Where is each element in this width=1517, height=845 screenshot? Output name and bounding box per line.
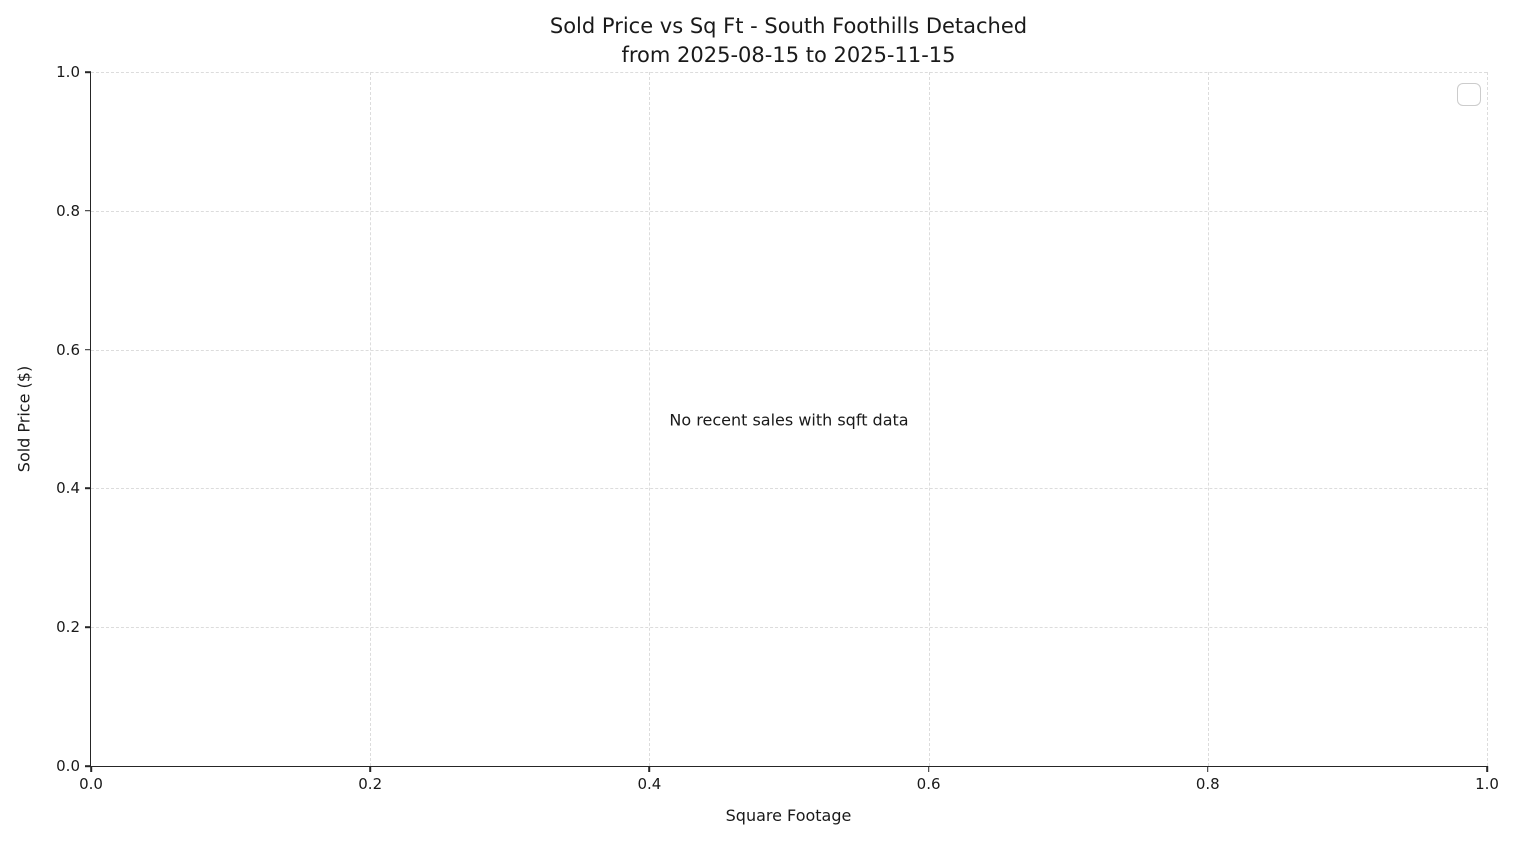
y-tick-mark: [85, 71, 91, 73]
gridline-horizontal: [91, 488, 1487, 490]
no-data-annotation: No recent sales with sqft data: [669, 410, 909, 430]
y-tick-mark: [85, 210, 91, 212]
gridline-vertical: [370, 72, 372, 766]
chart-title: Sold Price vs Sq Ft - South Foothills De…: [90, 12, 1487, 70]
x-tick-label: 1.0: [1475, 775, 1499, 793]
y-tick-label: 0.0: [56, 757, 80, 775]
x-tick-label: 0.2: [358, 775, 383, 793]
x-tick-mark: [369, 766, 371, 772]
gridline-vertical: [649, 72, 651, 766]
y-tick-mark: [85, 765, 91, 767]
x-tick-mark: [90, 766, 92, 772]
gridline-horizontal: [91, 210, 1487, 212]
x-tick-label: 0.8: [1195, 775, 1220, 793]
gridline-vertical: [1207, 72, 1209, 766]
x-tick-mark: [927, 766, 930, 772]
x-tick-mark: [1486, 766, 1488, 772]
chart-title-line1: Sold Price vs Sq Ft - South Foothills De…: [549, 14, 1028, 38]
y-tick-mark: [85, 626, 91, 628]
y-tick-label: 0.2: [56, 618, 80, 637]
y-tick-label: 0.6: [56, 340, 80, 359]
gridline-horizontal: [91, 627, 1487, 629]
y-tick-mark: [85, 348, 91, 351]
gridline-vertical: [1487, 72, 1488, 766]
plot-area: 0.0 0.2 0.4 0.6 0.8 1.0 0.0 0.2 0.4 0.6 …: [56, 63, 1499, 793]
gridline-horizontal: [91, 349, 1487, 351]
x-tick-mark: [648, 766, 651, 772]
y-axis-label: Sold Price ($): [14, 365, 34, 473]
x-tick-label: 0.0: [79, 775, 103, 793]
gridline-vertical: [928, 72, 930, 766]
x-axis-label: Square Footage: [725, 806, 852, 825]
y-tick-label: 0.8: [56, 201, 80, 220]
x-tick-label: 0.6: [916, 775, 941, 793]
x-tick-mark: [1207, 766, 1209, 772]
y-tick-label: 0.4: [56, 479, 80, 498]
y-tick-mark: [85, 487, 91, 490]
gridline-horizontal: [91, 72, 1487, 73]
chart-title-line2: from 2025-08-15 to 2025-11-15: [621, 43, 956, 67]
x-tick-label: 0.4: [637, 775, 662, 793]
y-tick-label: 1.0: [56, 63, 80, 81]
legend-box: [1457, 83, 1481, 106]
